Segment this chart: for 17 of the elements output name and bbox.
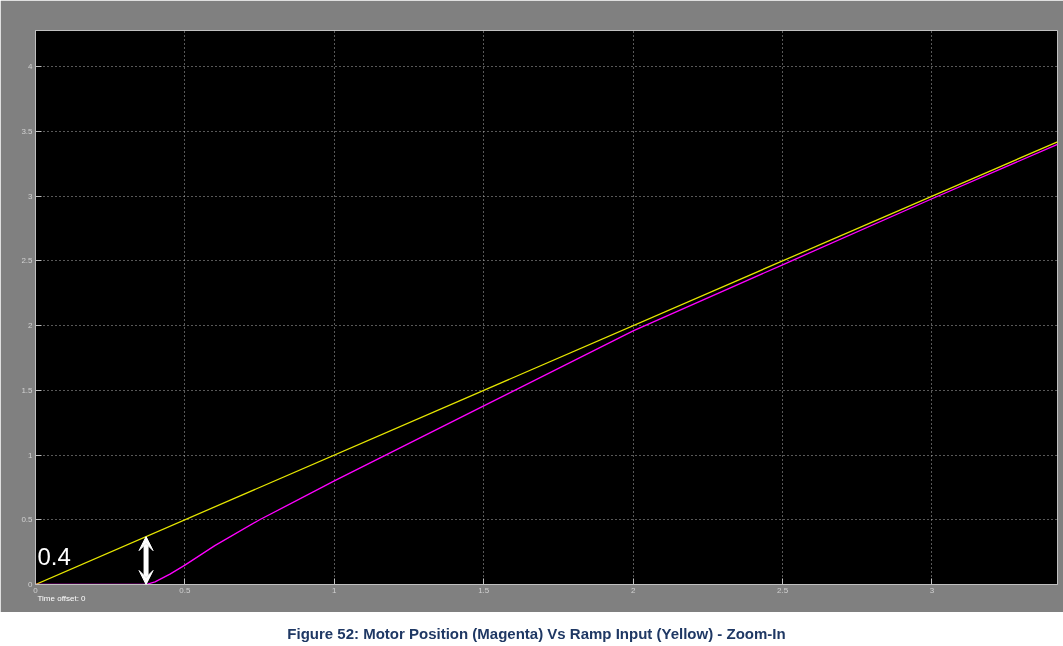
y-tick-label: 3 xyxy=(28,191,34,201)
y-tick-label: 1.5 xyxy=(21,385,34,395)
y-tick-label: 0.5 xyxy=(21,515,34,525)
x-tick-label: 2 xyxy=(630,585,636,595)
x-tick-label: 0.5 xyxy=(179,585,192,595)
x-tick-label: 1 xyxy=(332,585,338,595)
y-tick-label: 4 xyxy=(28,62,34,72)
x-tick-label: 1.5 xyxy=(478,585,490,595)
x-tick-label: 3 xyxy=(929,585,935,595)
x-tick-label: 2.5 xyxy=(777,585,789,595)
y-tick-label: 3.5 xyxy=(21,126,34,136)
text: Time offset: 0 xyxy=(37,593,87,603)
text: Figure 52: Motor Position (Magenta) Vs Ramp Input (Yellow) - Zoom-In xyxy=(286,624,787,644)
annotation: 0.4 xyxy=(37,542,71,570)
y-tick-label: 1 xyxy=(28,450,34,460)
y-tick-label: 2 xyxy=(28,321,34,331)
y-tick-label: 2.5 xyxy=(21,256,34,266)
